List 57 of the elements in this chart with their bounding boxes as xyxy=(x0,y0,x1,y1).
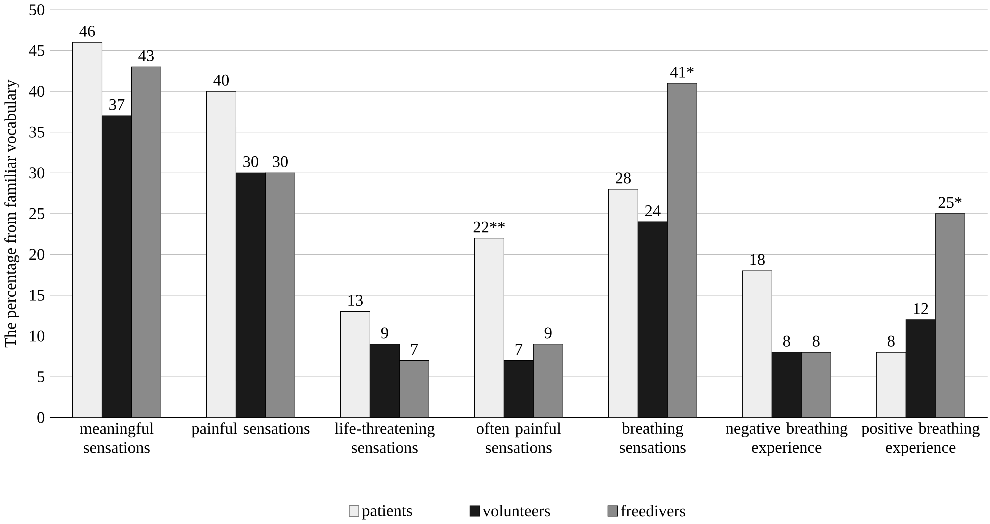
y-tick-label: 0 xyxy=(38,412,45,424)
data-label: 25* xyxy=(938,197,962,208)
data-label: 22** xyxy=(474,222,505,233)
legend-label: patients xyxy=(362,505,412,520)
bar xyxy=(236,173,266,418)
y-tick-label: 30 xyxy=(30,168,45,179)
data-label: 7 xyxy=(516,344,523,355)
y-tick-label: 45 xyxy=(29,45,45,56)
x-tick-label: often painful sensations xyxy=(476,422,562,454)
bar xyxy=(802,352,832,418)
bar xyxy=(668,83,698,418)
data-label: 30 xyxy=(273,156,288,168)
x-tick-label: breathing sensations xyxy=(620,422,686,454)
data-label: 8 xyxy=(812,336,820,347)
y-tick-label: 25 xyxy=(30,208,45,220)
data-label: 9 xyxy=(544,328,552,339)
data-label: 28 xyxy=(616,172,631,184)
x-tick-label: meaningful sensations xyxy=(80,422,154,454)
x-tick-label: life-threatening sensations xyxy=(335,422,435,454)
y-tick-label: 20 xyxy=(30,249,45,260)
x-tick-label: negative breathing experience xyxy=(726,422,848,456)
y-tick-label: 40 xyxy=(29,86,45,98)
data-label: 9 xyxy=(381,328,388,339)
data-label: 8 xyxy=(888,336,895,347)
bar xyxy=(400,360,430,418)
y-axis-title: The percentage from familiar vocabulary xyxy=(4,80,20,348)
data-label: 18 xyxy=(750,254,765,266)
data-label: 46 xyxy=(80,26,96,37)
bar xyxy=(772,352,802,418)
bar xyxy=(534,344,564,418)
data-label: 41* xyxy=(670,66,694,78)
x-tick-label: positive breathing experience xyxy=(862,422,980,456)
data-label: 40 xyxy=(214,74,230,86)
bar xyxy=(504,360,534,418)
data-label: 43 xyxy=(138,50,154,62)
legend-label: freedivers xyxy=(621,505,686,517)
y-tick-label: 50 xyxy=(30,4,45,16)
bar xyxy=(935,214,966,418)
data-label: 8 xyxy=(783,336,790,347)
bar xyxy=(266,173,296,418)
y-tick-label: 5 xyxy=(38,372,45,382)
data-label: 30 xyxy=(244,156,258,168)
bar xyxy=(102,116,132,418)
data-label: 7 xyxy=(411,344,418,355)
data-label: 37 xyxy=(110,99,125,110)
y-tick-label: 10 xyxy=(30,330,45,342)
data-label: 13 xyxy=(348,295,364,306)
bar xyxy=(906,320,936,418)
bar xyxy=(638,222,668,418)
bar xyxy=(132,67,162,418)
y-tick-label: 15 xyxy=(30,290,45,301)
legend-label: volunteers xyxy=(482,505,550,517)
bar xyxy=(370,344,400,418)
x-tick-label: painful sensations xyxy=(192,422,310,438)
y-tick-label: 35 xyxy=(30,126,45,138)
data-label: 24 xyxy=(646,206,661,216)
data-label: 12 xyxy=(914,303,928,314)
